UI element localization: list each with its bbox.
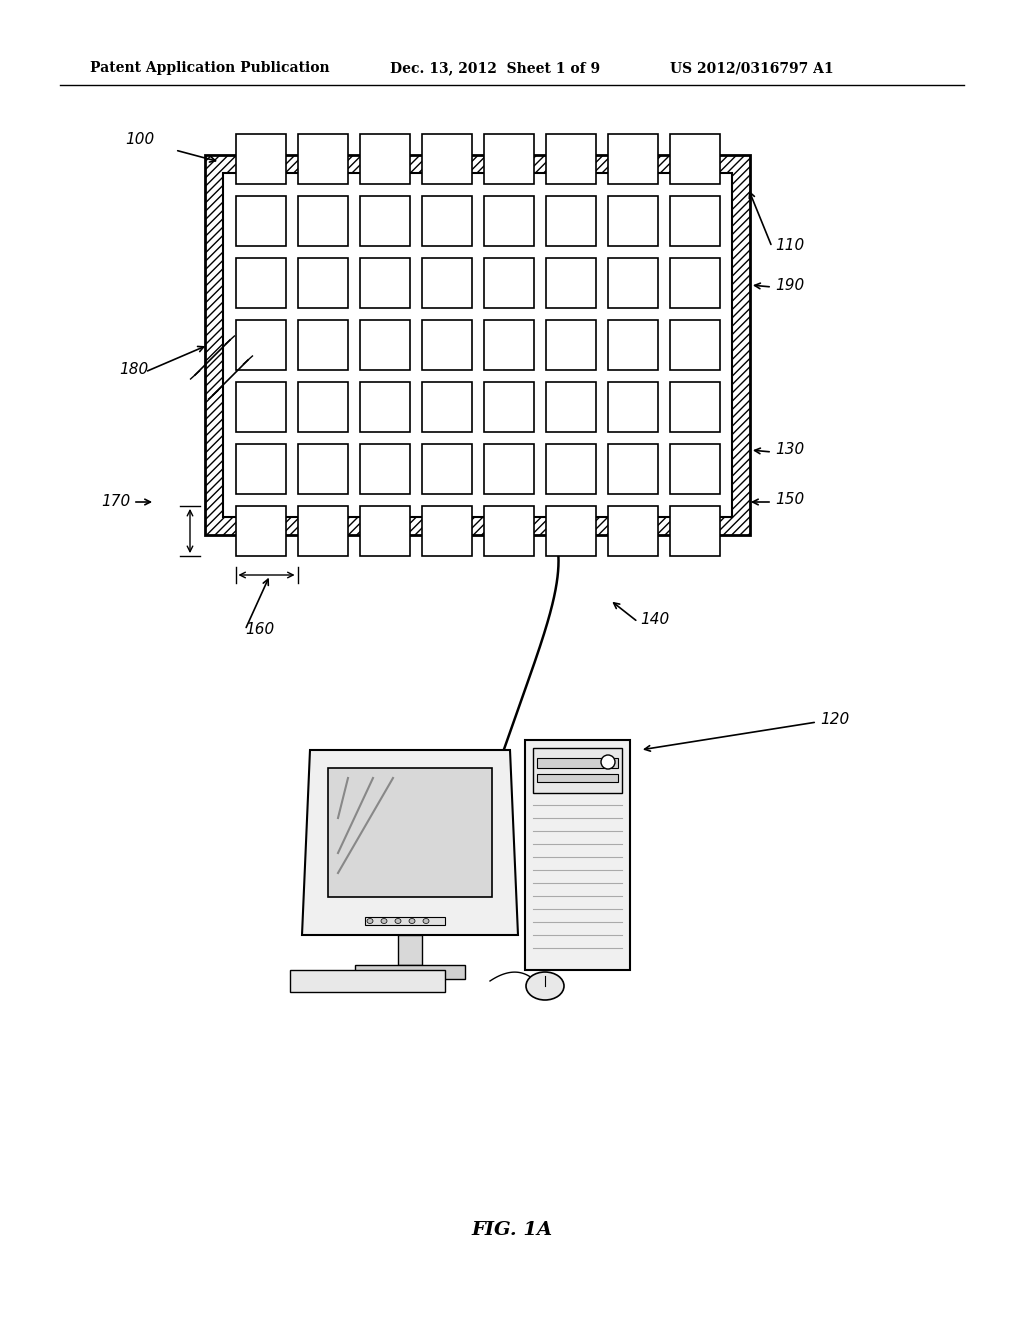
Bar bbox=[670, 257, 720, 308]
Bar bbox=[546, 135, 596, 183]
Text: Dec. 13, 2012  Sheet 1 of 9: Dec. 13, 2012 Sheet 1 of 9 bbox=[390, 61, 600, 75]
Bar bbox=[236, 135, 286, 183]
Bar bbox=[483, 195, 534, 246]
Bar bbox=[546, 381, 596, 432]
Bar bbox=[236, 381, 286, 432]
Bar bbox=[537, 758, 618, 768]
Bar bbox=[607, 444, 657, 494]
Bar bbox=[355, 965, 465, 979]
Ellipse shape bbox=[381, 919, 387, 924]
Bar bbox=[546, 506, 596, 556]
Bar bbox=[483, 444, 534, 494]
Bar bbox=[298, 506, 347, 556]
Bar bbox=[298, 444, 347, 494]
Bar bbox=[670, 506, 720, 556]
Text: 180: 180 bbox=[119, 363, 148, 378]
Text: 170: 170 bbox=[100, 495, 130, 510]
Bar bbox=[359, 381, 410, 432]
Bar bbox=[422, 257, 471, 308]
Ellipse shape bbox=[423, 919, 429, 924]
Ellipse shape bbox=[409, 919, 415, 924]
Bar bbox=[483, 319, 534, 370]
Bar bbox=[483, 257, 534, 308]
Bar bbox=[205, 154, 750, 535]
Bar bbox=[298, 319, 347, 370]
Text: 190: 190 bbox=[775, 277, 804, 293]
Bar bbox=[607, 257, 657, 308]
Bar bbox=[359, 135, 410, 183]
Text: Patent Application Publication: Patent Application Publication bbox=[90, 61, 330, 75]
Bar bbox=[298, 381, 347, 432]
Bar bbox=[607, 195, 657, 246]
Bar bbox=[546, 319, 596, 370]
Bar bbox=[483, 135, 534, 183]
Ellipse shape bbox=[601, 755, 615, 770]
Bar bbox=[236, 444, 286, 494]
Bar bbox=[525, 741, 630, 970]
Bar bbox=[546, 444, 596, 494]
Bar bbox=[298, 257, 347, 308]
Text: 100: 100 bbox=[125, 132, 155, 148]
Ellipse shape bbox=[395, 919, 401, 924]
Bar bbox=[422, 444, 471, 494]
Bar bbox=[670, 195, 720, 246]
Bar bbox=[422, 135, 471, 183]
Bar bbox=[223, 173, 732, 517]
Bar bbox=[359, 319, 410, 370]
Text: 110: 110 bbox=[775, 238, 804, 252]
Bar bbox=[359, 506, 410, 556]
Text: 130: 130 bbox=[775, 442, 804, 458]
Bar bbox=[298, 135, 347, 183]
Bar bbox=[546, 195, 596, 246]
Bar bbox=[359, 257, 410, 308]
Bar bbox=[607, 381, 657, 432]
Text: 160: 160 bbox=[245, 623, 274, 638]
Bar bbox=[670, 444, 720, 494]
Bar bbox=[422, 319, 471, 370]
Polygon shape bbox=[302, 750, 518, 935]
Bar bbox=[670, 135, 720, 183]
Bar bbox=[223, 173, 732, 517]
Bar bbox=[359, 195, 410, 246]
Bar bbox=[607, 506, 657, 556]
Bar bbox=[422, 381, 471, 432]
Bar bbox=[546, 257, 596, 308]
Bar bbox=[670, 319, 720, 370]
Bar bbox=[534, 748, 622, 793]
Bar bbox=[537, 774, 618, 781]
Bar bbox=[483, 381, 534, 432]
Bar bbox=[365, 917, 445, 925]
Bar bbox=[607, 135, 657, 183]
Bar bbox=[290, 970, 445, 993]
Text: FIG. 1A: FIG. 1A bbox=[471, 1221, 553, 1239]
Bar bbox=[328, 768, 492, 898]
Ellipse shape bbox=[526, 972, 564, 1001]
Bar bbox=[298, 195, 347, 246]
Bar bbox=[359, 444, 410, 494]
Bar bbox=[236, 319, 286, 370]
Bar bbox=[422, 506, 471, 556]
Bar bbox=[607, 319, 657, 370]
Bar bbox=[670, 381, 720, 432]
Bar bbox=[422, 195, 471, 246]
Text: 120: 120 bbox=[820, 713, 849, 727]
Bar bbox=[398, 935, 422, 965]
Text: 150: 150 bbox=[775, 492, 804, 507]
Text: US 2012/0316797 A1: US 2012/0316797 A1 bbox=[670, 61, 834, 75]
Ellipse shape bbox=[367, 919, 373, 924]
Bar bbox=[236, 506, 286, 556]
Bar bbox=[483, 506, 534, 556]
Bar bbox=[236, 257, 286, 308]
Text: 140: 140 bbox=[640, 612, 670, 627]
Bar bbox=[236, 195, 286, 246]
